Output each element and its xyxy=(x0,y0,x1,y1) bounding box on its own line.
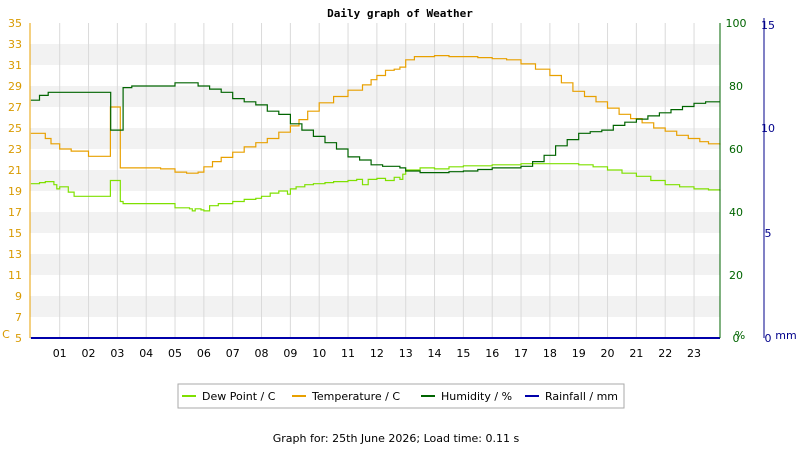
legend-box xyxy=(177,383,625,409)
x-tick-label: 01 xyxy=(53,347,67,360)
plot-band xyxy=(30,254,720,275)
plot-band xyxy=(30,191,720,212)
plot-band xyxy=(30,86,720,107)
right-axis-units: % mm xyxy=(735,329,797,342)
legend-label: Humidity / % xyxy=(441,390,512,403)
plot-band xyxy=(30,65,720,86)
humidity-tick-label: 20 xyxy=(729,269,743,282)
x-tick-label: 07 xyxy=(226,347,240,360)
left-tick-label: 17 xyxy=(8,206,22,219)
left-axis-unit: C xyxy=(2,328,10,341)
humidity-tick-label: 100 xyxy=(726,17,747,30)
x-tick-label: 13 xyxy=(399,347,413,360)
plot-band xyxy=(30,149,720,170)
x-tick-label: 15 xyxy=(456,347,470,360)
humidity-tick-label: 40 xyxy=(729,206,743,219)
left-tick-label: 13 xyxy=(8,248,22,261)
left-tick-label: 15 xyxy=(8,227,22,240)
rain-tick-label: 15 xyxy=(761,19,775,32)
plot-band xyxy=(30,107,720,128)
left-tick-label: 31 xyxy=(8,59,22,72)
series-line-temperature xyxy=(30,55,721,174)
rain-tick-label: 0 xyxy=(765,332,772,345)
plot-band xyxy=(30,128,720,149)
left-tick-label: 29 xyxy=(8,80,22,93)
x-tick-label: 02 xyxy=(82,347,96,360)
x-tick-label: 19 xyxy=(572,347,586,360)
plot-band xyxy=(30,275,720,296)
left-axis-unit-label: C xyxy=(2,328,10,341)
humidity-tick-label: 80 xyxy=(729,80,743,93)
left-tick-label: 33 xyxy=(8,38,22,51)
left-tick-label: 7 xyxy=(15,311,22,324)
left-tick-label: 27 xyxy=(8,101,22,114)
x-tick-label: 18 xyxy=(543,347,557,360)
plot-band xyxy=(30,296,720,317)
x-tick-label: 11 xyxy=(341,347,355,360)
left-tick-label: 11 xyxy=(8,269,22,282)
left-tick-label: 35 xyxy=(8,17,22,30)
x-tick-label: 23 xyxy=(687,347,701,360)
legend-label: Rainfall / mm xyxy=(545,390,618,403)
series-line-dew xyxy=(30,163,721,212)
x-tick-label: 09 xyxy=(283,347,297,360)
plot-band xyxy=(30,317,720,338)
rain-tick-label: 10 xyxy=(761,122,775,135)
humidity-unit-label: % xyxy=(735,329,745,342)
plot-background xyxy=(30,23,720,338)
footer-text: Graph for: 25th June 2026; Load time: 0.… xyxy=(273,432,520,445)
left-tick-label: 5 xyxy=(15,332,22,345)
x-tick-label: 08 xyxy=(255,347,269,360)
x-tick-label: 16 xyxy=(485,347,499,360)
axes: 5791113151719212325272931333502040608010… xyxy=(8,17,775,360)
left-tick-label: 25 xyxy=(8,122,22,135)
humidity-tick-label: 60 xyxy=(729,143,743,156)
x-tick-label: 20 xyxy=(601,347,615,360)
left-tick-label: 9 xyxy=(15,290,22,303)
legend-label: Temperature / C xyxy=(311,390,400,403)
rain-unit-label: mm xyxy=(775,329,796,342)
series-layer xyxy=(30,55,721,339)
plot-band xyxy=(30,170,720,191)
plot-band xyxy=(30,23,720,44)
plot-band xyxy=(30,44,720,65)
chart-title: Daily graph of Weather xyxy=(327,7,473,20)
series-line-humidity xyxy=(30,82,720,174)
x-tick-label: 14 xyxy=(428,347,442,360)
x-tick-label: 21 xyxy=(629,347,643,360)
legend: Dew Point / C Temperature / C Humidity / %… xyxy=(177,383,625,409)
left-tick-label: 19 xyxy=(8,185,22,198)
rain-tick-label: 5 xyxy=(765,227,772,240)
grid-lines xyxy=(59,23,695,338)
left-tick-label: 21 xyxy=(8,164,22,177)
humidity-tick-label: 0 xyxy=(733,332,740,345)
legend-label: Dew Point / C xyxy=(202,390,276,403)
plot-band xyxy=(30,212,720,233)
x-tick-label: 05 xyxy=(168,347,182,360)
left-tick-label: 23 xyxy=(8,143,22,156)
x-tick-label: 06 xyxy=(197,347,211,360)
x-tick-label: 12 xyxy=(370,347,384,360)
plot-band xyxy=(30,233,720,254)
x-tick-label: 10 xyxy=(312,347,326,360)
x-tick-label: 22 xyxy=(658,347,672,360)
x-tick-label: 04 xyxy=(139,347,153,360)
x-tick-label: 03 xyxy=(110,347,124,360)
x-tick-label: 17 xyxy=(514,347,528,360)
